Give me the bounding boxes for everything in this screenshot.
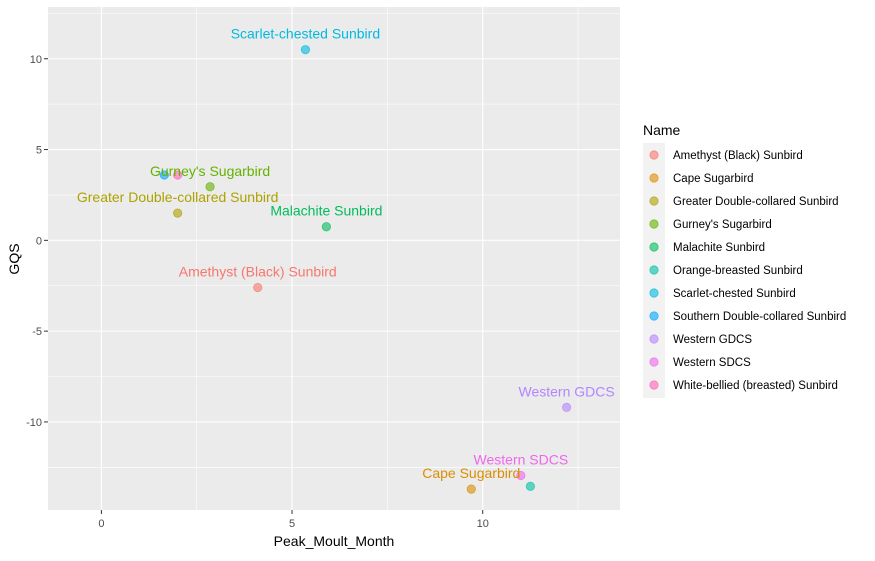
y-tick-label: 10	[30, 54, 42, 66]
x-tick-label: 0	[98, 518, 104, 530]
point-label: Western GDCS	[519, 383, 615, 399]
y-axis-title: GQS	[6, 243, 22, 274]
data-point	[173, 170, 183, 180]
data-point	[321, 222, 331, 232]
y-tick-label: 0	[36, 235, 42, 247]
data-point	[253, 282, 263, 293]
point-label: Malachite Sunbird	[270, 203, 382, 219]
data-point	[516, 470, 526, 481]
legend-label: Greater Double-collared Sunbird	[673, 196, 839, 208]
legend-key	[649, 219, 659, 229]
legend-label: Gurney's Sugarbird	[673, 219, 772, 231]
x-axis-title: Peak_Moult_Month	[274, 533, 395, 549]
minor-gridlines	[48, 7, 620, 510]
point-label: Cape Sugarbird	[422, 465, 520, 481]
legend-key	[649, 357, 659, 367]
legend-key	[649, 196, 659, 206]
legend-label: White-bellied (breasted) Sunbird	[673, 380, 838, 392]
legend-key	[649, 242, 659, 252]
y-axis-ticks: -10 -5 0 5 10	[26, 54, 48, 429]
legend-label: Orange-breasted Sunbird	[673, 265, 803, 277]
data-point	[159, 170, 169, 180]
point-label: Greater Double-collared Sunbird	[77, 189, 279, 205]
y-tick-label: -10	[26, 417, 42, 429]
point-label: Amethyst (Black) Sunbird	[179, 264, 337, 280]
data-point	[300, 45, 310, 55]
y-tick-label: -5	[32, 326, 42, 338]
x-tick-label: 10	[477, 518, 489, 530]
x-axis-ticks: 0 5 10	[98, 510, 489, 530]
legend-key	[649, 311, 659, 321]
legend-label: Southern Double-collared Sunbird	[673, 311, 846, 323]
legend-key	[649, 173, 659, 183]
y-tick-label: 5	[36, 145, 42, 157]
point-label: Western SDCS	[474, 451, 569, 467]
legend-key	[649, 380, 659, 390]
major-gridlines	[48, 7, 620, 510]
legend: Amethyst (Black) Sunbird Cape Sugarbird Gr…	[643, 143, 846, 398]
data-point	[466, 484, 476, 494]
legend-label: Western SDCS	[673, 357, 751, 369]
data-point	[173, 208, 183, 218]
data-point	[562, 402, 572, 413]
legend-label: Amethyst (Black) Sunbird	[673, 150, 803, 162]
legend-label: Malachite Sunbird	[673, 242, 765, 254]
legend-key	[649, 334, 659, 344]
x-tick-label: 5	[289, 518, 295, 530]
legend-label: Western GDCS	[673, 334, 752, 346]
point-label: Scarlet-chested Sunbird	[231, 26, 380, 42]
data-point	[525, 481, 535, 491]
legend-key	[649, 288, 659, 298]
legend-key	[649, 265, 659, 275]
data-points	[159, 45, 572, 494]
legend-key	[649, 150, 659, 160]
point-labels: Amethyst (Black) Sunbird Cape Sugarbird Gr…	[77, 26, 615, 481]
legend-title: Name	[643, 122, 681, 138]
point-label: Gurney's Sugarbird	[150, 163, 270, 179]
legend-label: Scarlet-chested Sunbird	[673, 288, 796, 300]
legend-label: Cape Sugarbird	[673, 173, 754, 185]
plot-panel	[48, 7, 620, 510]
data-point	[205, 182, 215, 192]
